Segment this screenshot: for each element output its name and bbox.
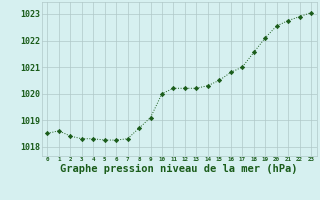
- X-axis label: Graphe pression niveau de la mer (hPa): Graphe pression niveau de la mer (hPa): [60, 164, 298, 174]
